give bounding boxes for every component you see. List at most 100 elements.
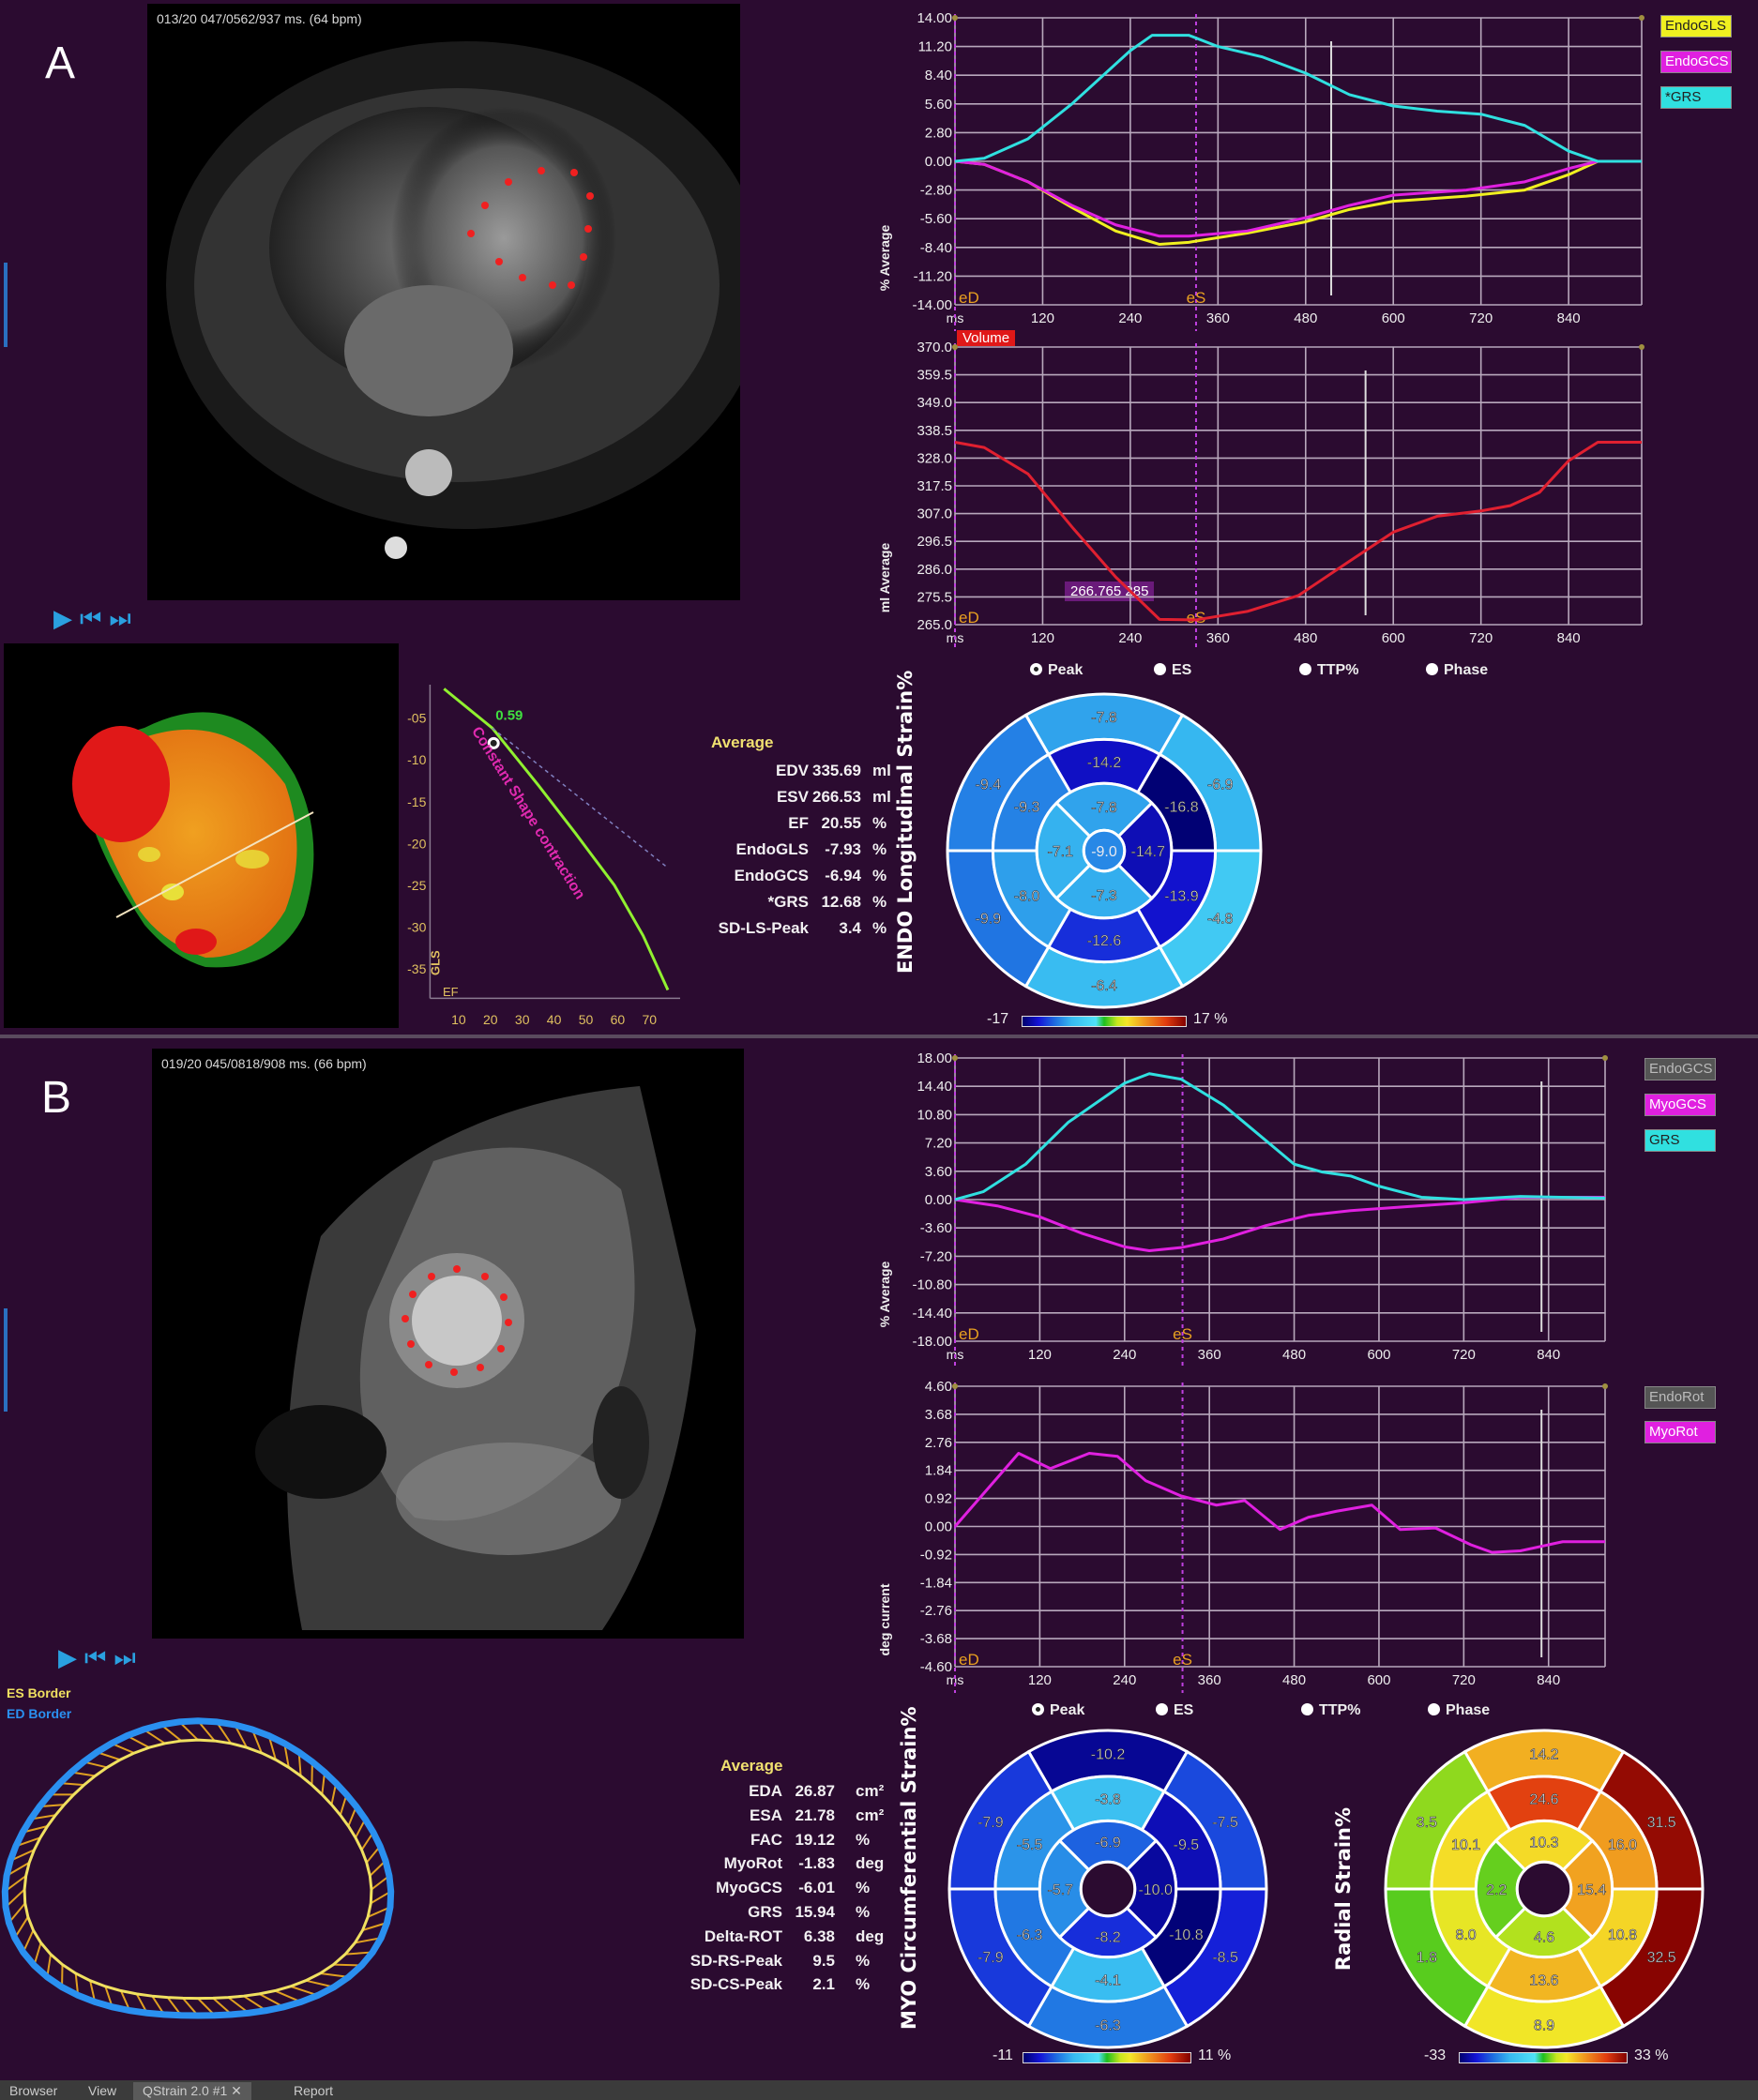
mri-cine-short-axis-image[interactable]: 019/20 045/0818/908 ms. (66 bpm) xyxy=(152,1049,744,1639)
segment-value-label: -9.5 xyxy=(1174,1837,1200,1853)
skip-to-start-icon[interactable]: ⏮ xyxy=(84,1644,114,1672)
bullseye-b_myo_cs: -10.2 -7.5 -8.5 -6.3 -7.9 -7.9 -3.8 -9.5 -10.8 -4… xyxy=(947,1729,1268,2049)
x-tick-label: 60 xyxy=(611,1012,626,1027)
average-label: EDA xyxy=(749,1782,782,1800)
average-unit: % xyxy=(872,867,887,884)
average-label: SD-LS-Peak xyxy=(718,919,809,937)
range-handle xyxy=(1602,1383,1608,1389)
segment-apex xyxy=(1082,828,1127,873)
average-value: 335.69 xyxy=(812,762,861,779)
3d-strain-model-view[interactable] xyxy=(4,643,399,1028)
y-tick-label: -7.20 xyxy=(920,1248,952,1264)
radio-ttp-pct[interactable]: TTP% xyxy=(1301,1702,1360,1719)
bullseye-b_radial: 14.2 31.5 32.5 8.9 1.8 3.5 24.6 16.0 10.8 13.6 8.0… xyxy=(1384,1729,1705,2049)
radio-circle[interactable] xyxy=(1154,663,1166,675)
skip-to-start-icon[interactable]: ⏮ xyxy=(80,605,110,633)
x-tick-label: 120 xyxy=(1031,630,1054,646)
panel-b-letter: B xyxy=(41,1073,72,1123)
colorbar-a xyxy=(1022,1016,1187,1027)
point-label: 0.59 xyxy=(495,707,523,723)
displacement-hatch xyxy=(362,1922,387,1931)
average-unit: % xyxy=(872,840,887,858)
legend-grs[interactable]: *GRS xyxy=(1660,86,1732,109)
segment-value-label: 8.0 xyxy=(1455,1927,1476,1943)
average-label: GRS xyxy=(748,1903,782,1921)
radio-phase[interactable]: Phase xyxy=(1426,662,1488,679)
y-tick-label: -14.00 xyxy=(912,297,952,313)
radio-ttp-pct[interactable]: TTP% xyxy=(1299,662,1358,679)
frame-info: 019/20 045/0818/908 ms. (66 bpm) xyxy=(161,1056,367,1071)
x-tick-label: 840 xyxy=(1537,1347,1560,1363)
segment-value-label: -7.8 xyxy=(1091,710,1117,726)
chart-a_strain: 14.00 11.20 8.40 5.60 2.80 0.00 -2.80 -5.60 -8.4… xyxy=(877,10,1644,331)
radio-circle[interactable] xyxy=(1030,663,1042,675)
segment-value-label: -7.3 xyxy=(1091,888,1117,904)
tab-view[interactable]: View xyxy=(88,2083,117,2098)
radio-es[interactable]: ES xyxy=(1154,662,1191,679)
legend-myorot[interactable]: MyoRot xyxy=(1644,1421,1716,1443)
radio-peak[interactable]: Peak xyxy=(1032,1702,1084,1719)
average-label: SD-RS-Peak xyxy=(690,1951,782,1970)
segment-value-label: -14.2 xyxy=(1087,755,1122,771)
displacement-hatch xyxy=(22,1929,35,1953)
x-tick-label: 840 xyxy=(1557,630,1581,646)
x-tick-label: 840 xyxy=(1557,310,1581,326)
displacement-hatch xyxy=(355,1937,382,1944)
radio-circle[interactable] xyxy=(1426,663,1438,675)
segment-value-label: -3.8 xyxy=(1095,1792,1121,1808)
range-handle xyxy=(1639,344,1644,350)
segment-value-label: -6.4 xyxy=(1091,978,1117,994)
x-tick-label: 30 xyxy=(515,1012,530,1027)
skip-to-end-icon[interactable]: ⏭ xyxy=(109,605,139,633)
y-tick-label: 1.84 xyxy=(925,1463,952,1479)
panel-divider[interactable] xyxy=(0,1035,1758,1038)
tab-report[interactable]: Report xyxy=(294,2083,334,2098)
y-axis-label: % Average xyxy=(877,1262,892,1328)
left-scroll-indicator[interactable] xyxy=(4,263,8,347)
tab-qstrain[interactable]: QStrain 2.0 #1 ✕ xyxy=(133,2082,251,2100)
mri-cine-4-chamber-image[interactable]: 013/20 047/0562/937 ms. (64 bpm) xyxy=(147,4,740,600)
y-tick-label: 7.20 xyxy=(925,1136,952,1152)
y-tick-label: -30 xyxy=(407,920,426,935)
radio-circle[interactable] xyxy=(1156,1703,1168,1715)
average-value: 2.1 xyxy=(812,1975,835,1994)
play-icon[interactable]: ▶ xyxy=(58,1644,84,1672)
tab-browser[interactable]: Browser xyxy=(9,2083,58,2098)
average-label: SD-CS-Peak xyxy=(690,1975,782,1994)
radio-circle[interactable] xyxy=(1299,663,1311,675)
radio-circle[interactable] xyxy=(1301,1703,1313,1715)
legend-endogcs[interactable]: EndoGCS xyxy=(1644,1058,1716,1080)
series-line-myorot xyxy=(953,1452,1605,1554)
segment-value-label: -7.8 xyxy=(1091,800,1117,816)
legend-myogcs[interactable]: MyoGCS xyxy=(1644,1094,1716,1116)
y-tick-label: 0.00 xyxy=(925,1519,952,1535)
y-tick-label: 8.40 xyxy=(925,68,952,83)
average-unit: % xyxy=(856,1975,871,1994)
x-tick-label: 360 xyxy=(1198,1672,1221,1688)
legend-endogls[interactable]: EndoGLS xyxy=(1660,15,1732,38)
legend-endorot[interactable]: EndoRot xyxy=(1644,1386,1716,1409)
x-tick-label: 20 xyxy=(483,1012,498,1027)
radio-es[interactable]: ES xyxy=(1156,1702,1193,1719)
legend-endogcs[interactable]: EndoGCS xyxy=(1660,51,1732,73)
radio-phase[interactable]: Phase xyxy=(1428,1702,1490,1719)
average-label: Delta-ROT xyxy=(704,1926,782,1945)
radio-circle[interactable] xyxy=(1428,1703,1440,1715)
segment-value-label: -8.5 xyxy=(1212,1950,1238,1966)
left-scroll-indicator-b[interactable] xyxy=(4,1308,8,1412)
average-value: 6.38 xyxy=(803,1926,835,1945)
marker-label-eS: eS xyxy=(1173,1651,1192,1669)
radio-circle[interactable] xyxy=(1032,1703,1044,1715)
playback-controls-a: ▶⏮⏭ xyxy=(53,605,139,634)
play-icon[interactable]: ▶ xyxy=(53,605,80,633)
average-title-a: Average xyxy=(711,733,774,751)
skip-to-end-icon[interactable]: ⏭ xyxy=(114,1644,144,1672)
legend-volume[interactable]: Volume xyxy=(957,330,1016,346)
average-label: FAC xyxy=(750,1830,782,1849)
bullseye-center-hole xyxy=(1515,1860,1573,1918)
legend-grs[interactable]: GRS xyxy=(1644,1129,1716,1152)
segment-value-label: -7.1 xyxy=(1047,844,1073,860)
y-tick-label: 0.92 xyxy=(925,1491,952,1507)
segment-value-label: 8.9 xyxy=(1534,2017,1554,2033)
radio-peak[interactable]: Peak xyxy=(1030,662,1083,679)
